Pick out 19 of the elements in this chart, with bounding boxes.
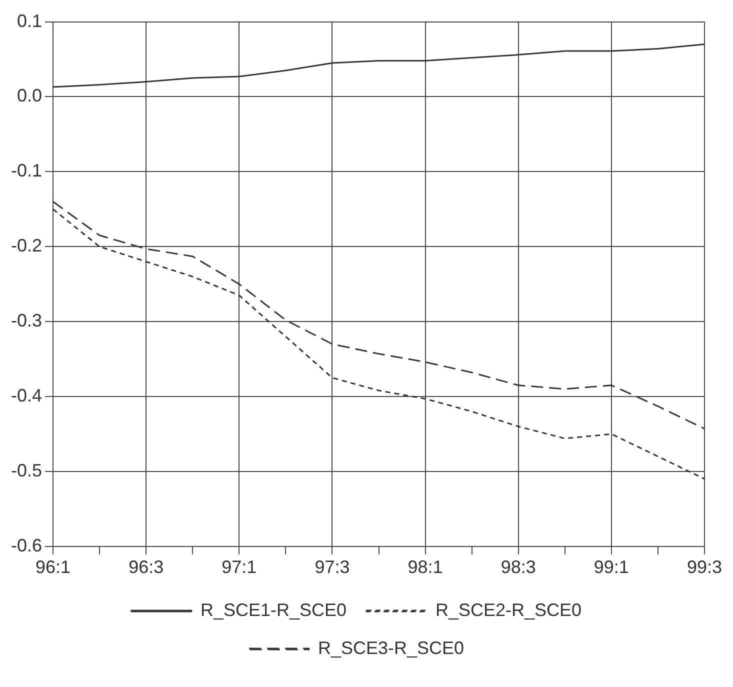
y-tick-label: -0.4 [10, 385, 42, 406]
y-tick-label: -0.3 [10, 310, 42, 331]
legend-label: R_SCE3-R_SCE0 [318, 638, 464, 658]
x-tick-label: 97:1 [222, 557, 257, 578]
legend-label: R_SCE2-R_SCE0 [436, 600, 582, 620]
y-tick-label: -0.2 [10, 236, 42, 256]
x-tick-label: 96:1 [35, 557, 71, 578]
x-tick-label: 96:3 [128, 557, 164, 578]
legend-label: R_SCE1-R_SCE0 [200, 600, 347, 620]
x-tick-label: 98:3 [500, 557, 536, 578]
y-tick-label: -0.6 [10, 535, 42, 556]
x-tick-label: 97:3 [314, 557, 350, 578]
x-tick-label: 99:3 [686, 557, 722, 578]
y-tick-label: -0.5 [10, 460, 42, 480]
x-tick-label: 98:1 [408, 557, 443, 578]
y-tick-label: -0.1 [10, 160, 42, 181]
y-tick-label: 0.1 [16, 10, 42, 31]
y-tick-label: 0.0 [16, 86, 42, 106]
x-tick-label: 99:1 [594, 557, 629, 578]
